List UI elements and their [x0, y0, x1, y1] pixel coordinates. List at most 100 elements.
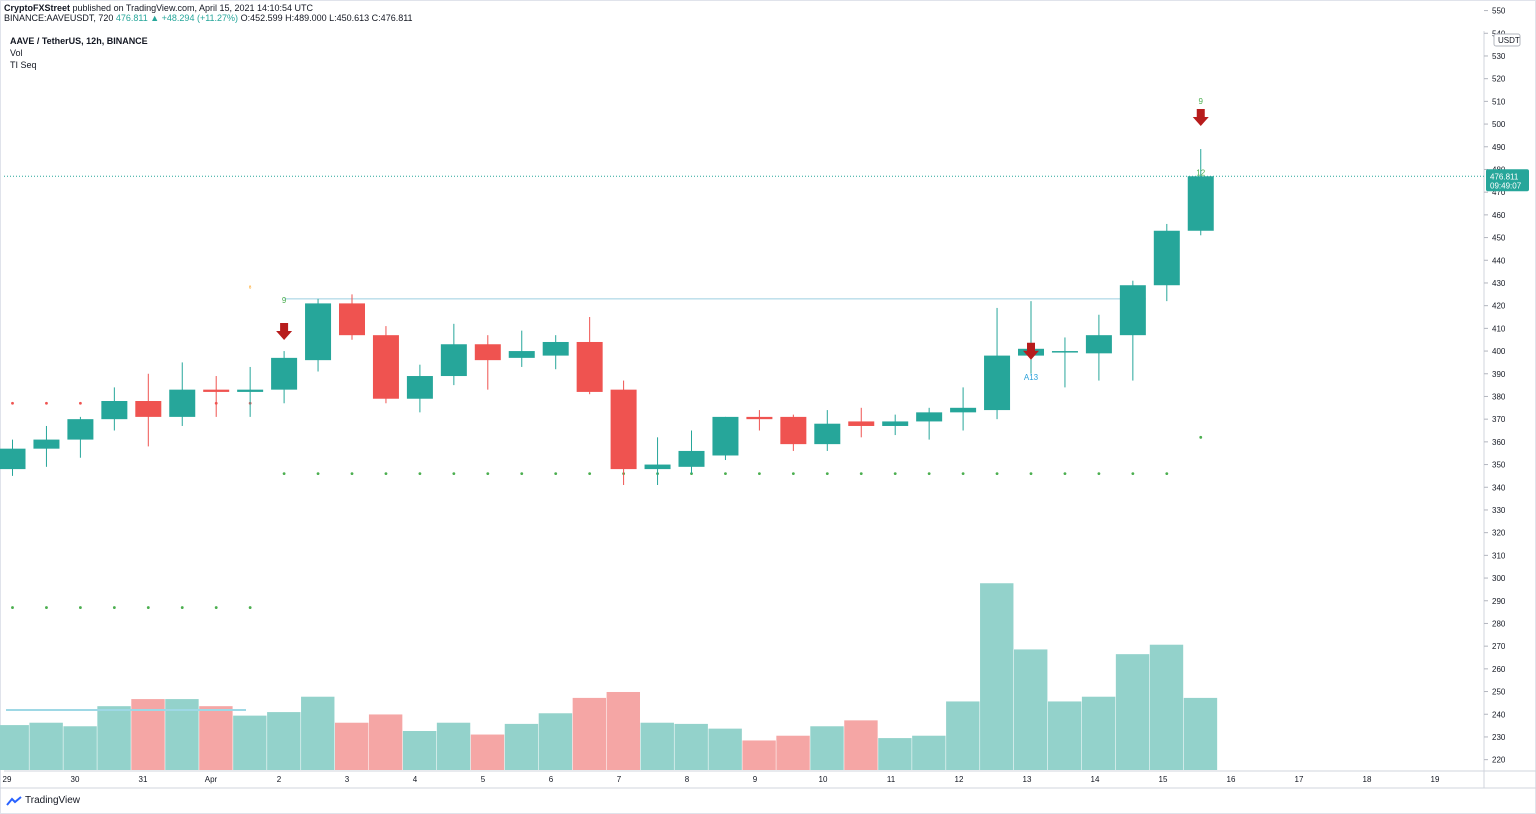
td-support-dot [11, 606, 14, 609]
sell-signal-arrow-icon [1192, 109, 1209, 127]
td-support-dot [316, 472, 320, 476]
volume-bar [0, 725, 29, 770]
time-tick-label: 18 [1363, 775, 1372, 784]
td-support-dot [554, 472, 558, 476]
volume-bar [946, 701, 980, 770]
volume-bar [810, 726, 844, 770]
volume-bar [233, 715, 267, 770]
price-tick-label: 270 [1492, 642, 1506, 651]
time-tick-label: 6 [549, 775, 554, 784]
price-tick-label: 400 [1492, 347, 1506, 356]
td-resistance-dot [11, 401, 14, 405]
pair-legend[interactable]: AAVE / TetherUS, 12h, BINANCE [10, 36, 148, 46]
volume-bar [742, 740, 776, 770]
time-tick-label: 11 [887, 775, 896, 784]
price-tick-label: 530 [1492, 52, 1506, 61]
time-tick-label: 14 [1091, 775, 1100, 784]
time-tick-label: 2 [277, 775, 282, 784]
td-support-dot [486, 472, 490, 476]
candle-body [1119, 285, 1146, 336]
candle-body [440, 344, 467, 377]
volume-bar [267, 712, 301, 770]
candle-body [33, 439, 60, 449]
volume-bar [402, 730, 437, 770]
price-tick-label: 390 [1492, 370, 1506, 379]
time-tick-label: 15 [1159, 775, 1168, 784]
candle-body [1085, 335, 1112, 354]
td-sequence-label: 9 [282, 296, 287, 305]
candle-body [678, 450, 705, 467]
td-support-dot [112, 606, 116, 609]
volume-bar [1081, 696, 1116, 770]
td-support-dot [520, 472, 524, 476]
time-tick-label: 16 [1227, 775, 1236, 784]
time-tick-label: 10 [819, 775, 828, 784]
indicator-legend[interactable]: TI Seq [10, 60, 37, 70]
td-support-dot [961, 472, 965, 476]
candle-body [610, 389, 637, 470]
volume-legend[interactable]: Vol [10, 48, 23, 58]
price-tick-label: 470 [1492, 188, 1506, 197]
candle-body [576, 341, 603, 392]
td-support-dot [825, 472, 829, 476]
td-support-dot [758, 472, 761, 476]
candle-body [1051, 351, 1078, 353]
volume-bar [436, 722, 471, 770]
price-tick-label: 330 [1492, 506, 1506, 515]
td-support-dot [1097, 472, 1101, 476]
volume-bar [844, 720, 878, 770]
price-tick-label: 460 [1492, 211, 1506, 220]
volume-bar [29, 722, 63, 770]
time-tick-label: 13 [1023, 775, 1032, 784]
td-support-dot [1165, 472, 1169, 476]
tradingview-logo[interactable]: TradingView [6, 795, 80, 806]
price-tick-label: 250 [1492, 688, 1506, 697]
td-support-dot [1199, 435, 1203, 439]
price-tick-label: 220 [1492, 756, 1506, 765]
td-support-dot [1063, 472, 1067, 476]
td-sequence-label: 9 [1199, 97, 1204, 106]
price-tick-label: 240 [1492, 710, 1506, 719]
price-tick-label: 290 [1492, 597, 1506, 606]
td-support-dot [1029, 472, 1033, 476]
currency-box [1493, 33, 1521, 47]
time-tick-label: 30 [71, 775, 80, 784]
candle-body [814, 423, 841, 445]
volume-bar [572, 697, 607, 770]
price-tick-label: 350 [1492, 461, 1506, 470]
price-tick-label: 520 [1492, 75, 1506, 84]
volume-bar [878, 738, 912, 770]
last-price-badge [1486, 169, 1529, 192]
time-tick-label: 5 [481, 775, 486, 784]
candle-body [339, 303, 365, 336]
price-tick-label: 280 [1492, 619, 1506, 628]
td-sequence-label: A13 [1024, 373, 1039, 382]
price-tick-label: 340 [1492, 483, 1506, 492]
td-sequence-label: 12 [1196, 168, 1205, 177]
td-support-dot [724, 472, 727, 476]
candle-body [372, 335, 399, 399]
time-tick-label: 7 [617, 775, 622, 784]
time-tick-label: Apr [205, 775, 218, 784]
author-name[interactable]: CryptoFXStreet [4, 3, 71, 13]
volume-bar [199, 706, 233, 770]
time-tick-label: 8 [685, 775, 690, 784]
volume-bar [470, 734, 505, 770]
candle-body [101, 401, 128, 420]
volume-bar [640, 722, 674, 770]
price-tick-label: 230 [1492, 733, 1506, 742]
volume-bar [63, 726, 97, 770]
td-support-dot [995, 472, 999, 476]
time-tick-label: 9 [753, 775, 758, 784]
currency-label: USDT [1498, 36, 1520, 45]
bar-countdown-label: 09:49:07 [1490, 181, 1522, 190]
candle-body [780, 416, 807, 445]
volume-bar [335, 722, 369, 770]
td-orange-marker: ⁸ [249, 285, 252, 292]
time-tick-label: 19 [1431, 775, 1440, 784]
sell-signal-arrow-icon [276, 323, 293, 341]
volume-bar [504, 723, 539, 770]
price-tick-label: 410 [1492, 324, 1506, 333]
